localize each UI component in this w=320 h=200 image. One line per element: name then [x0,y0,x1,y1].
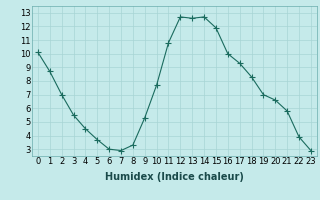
X-axis label: Humidex (Indice chaleur): Humidex (Indice chaleur) [105,172,244,182]
